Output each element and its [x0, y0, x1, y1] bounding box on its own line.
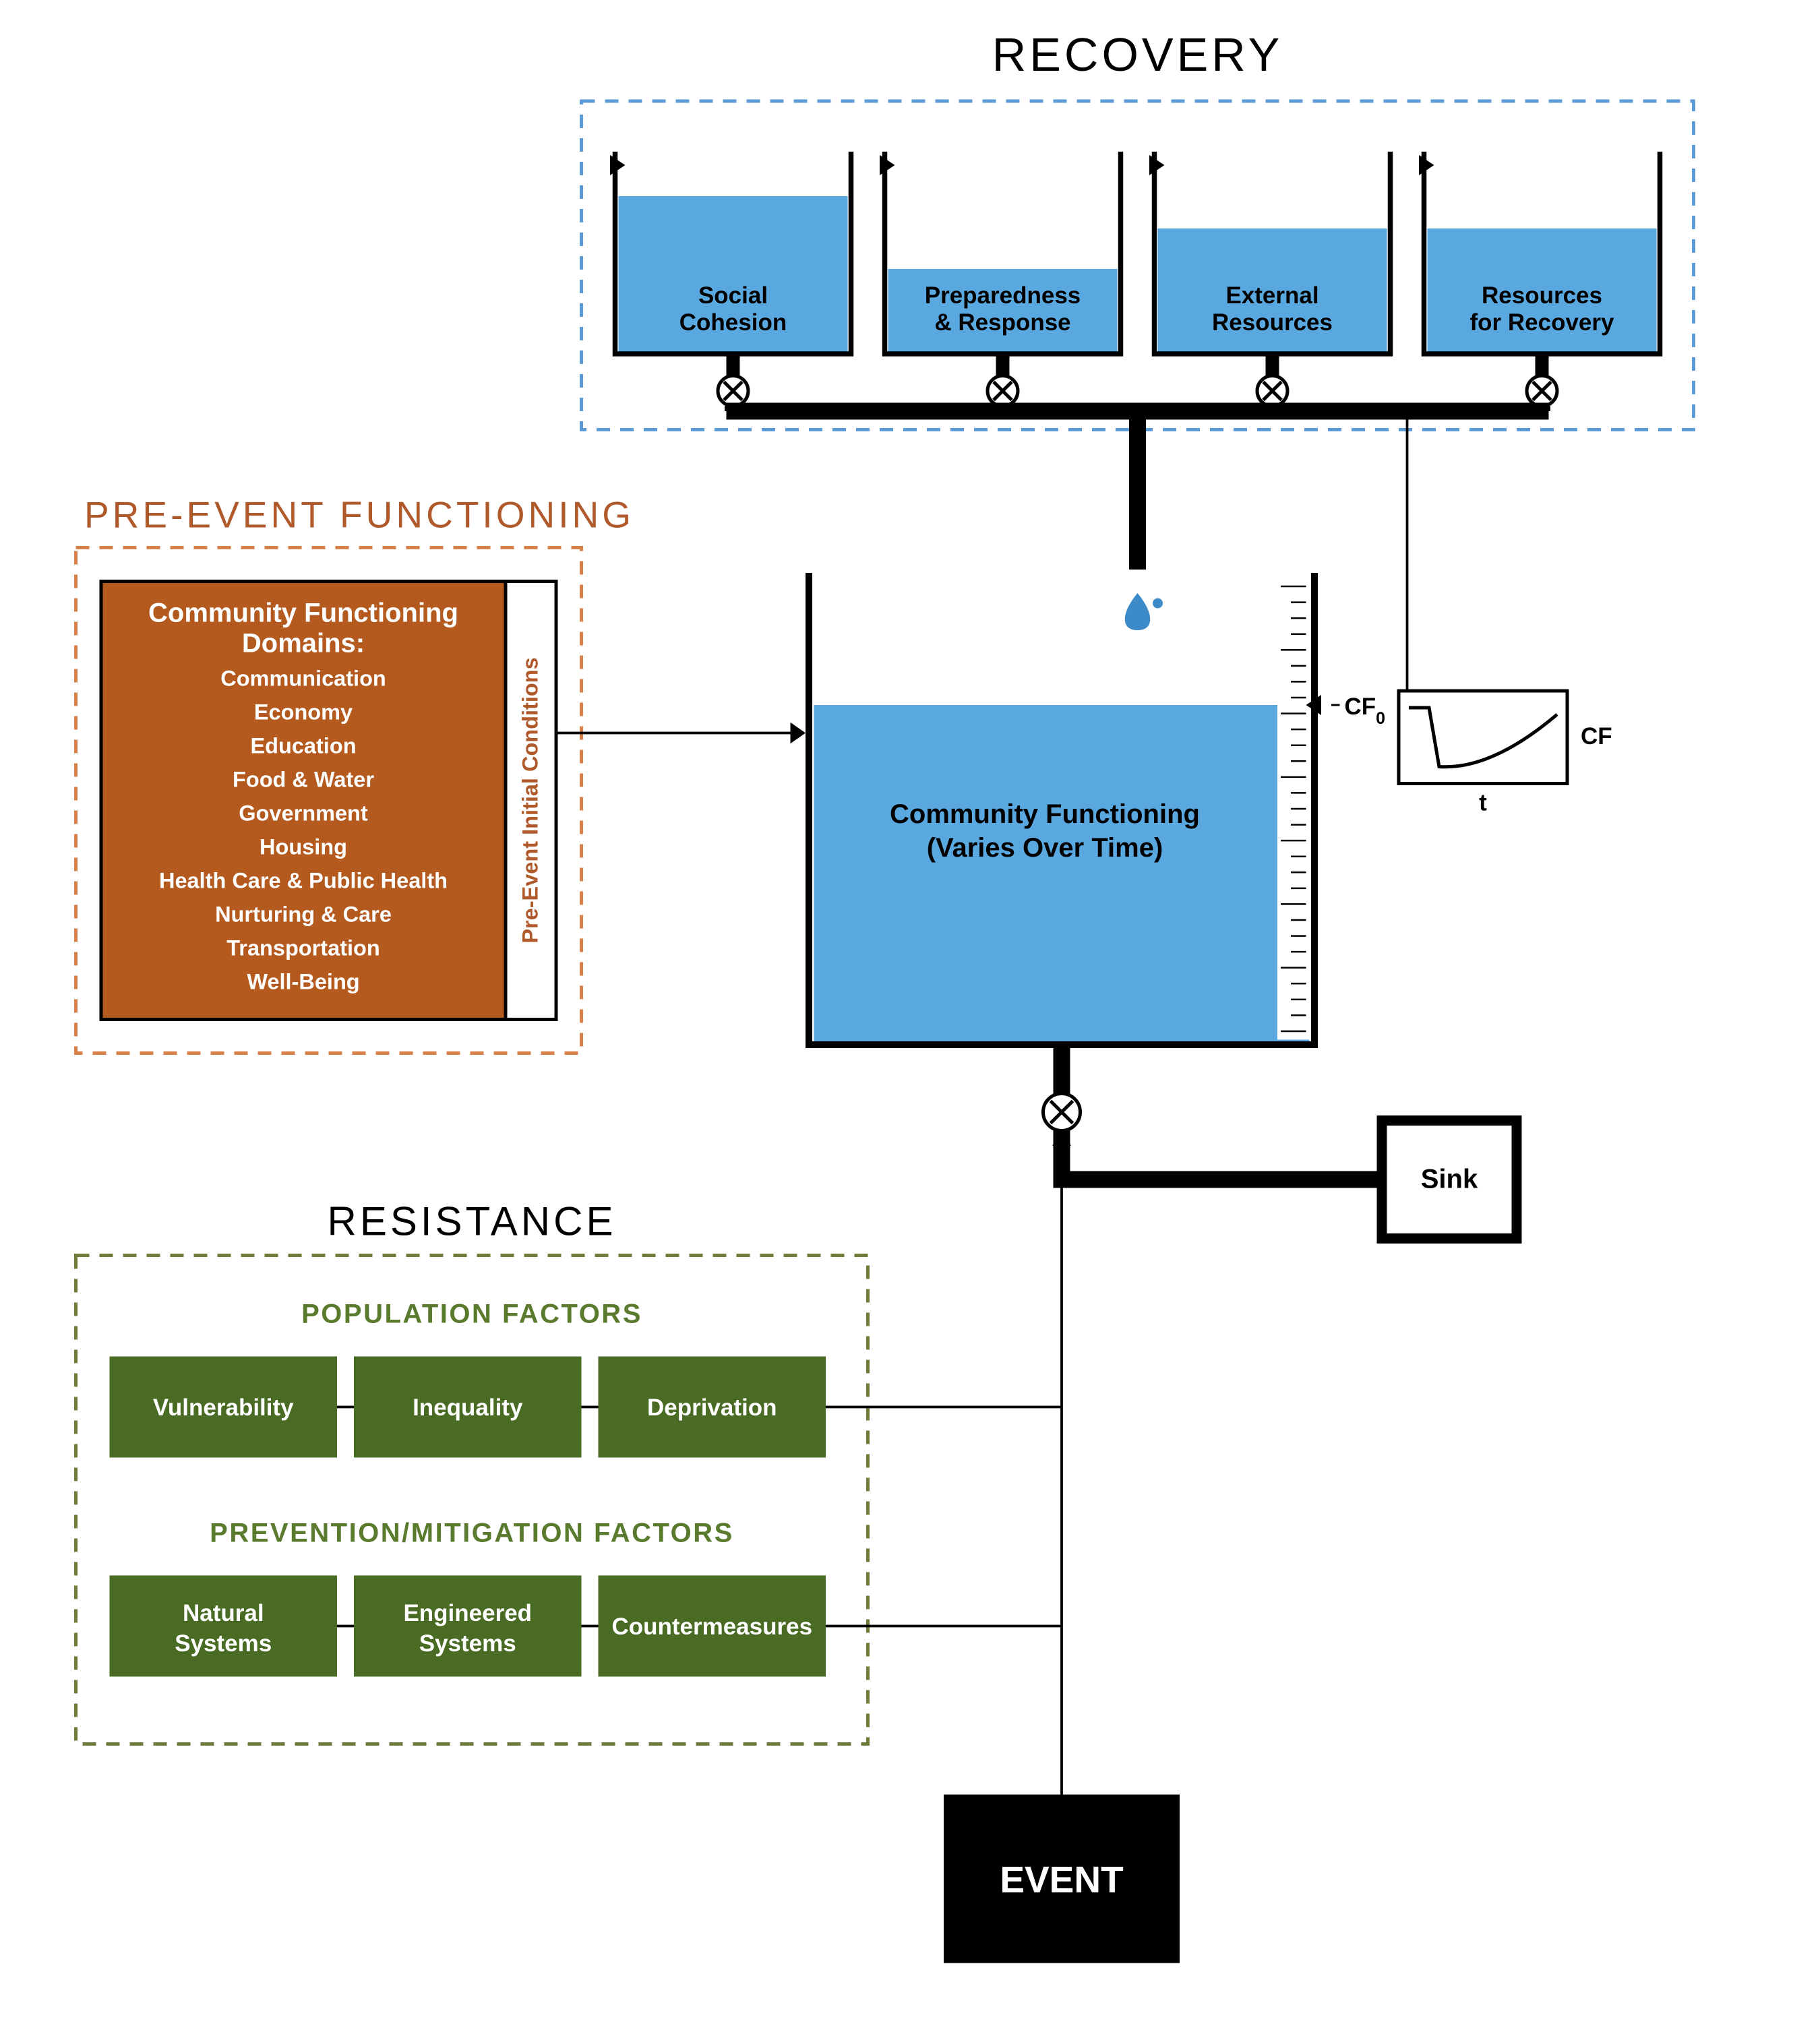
recovery-tank: ExternalResources: [1155, 152, 1391, 381]
svg-text:Sink: Sink: [1421, 1165, 1478, 1194]
main-tank: Community Functioning (Varies Over Time): [809, 573, 1314, 1045]
svg-text:Communication: Communication: [220, 667, 386, 691]
recovery-tank: Preparedness& Response: [885, 152, 1121, 381]
svg-text:POPULATION FACTORS: POPULATION FACTORS: [301, 1299, 642, 1329]
svg-text:EVENT: EVENT: [1000, 1859, 1123, 1901]
recovery-tank: Resourcesfor Recovery: [1424, 152, 1660, 381]
svg-text:& Response: & Response: [934, 309, 1070, 336]
recovery-tank: SocialCohesion: [615, 152, 851, 381]
svg-text:Transportation: Transportation: [226, 936, 380, 960]
svg-text:Systems: Systems: [175, 1630, 272, 1657]
svg-text:Well-Being: Well-Being: [247, 970, 359, 994]
svg-text:Resources: Resources: [1212, 309, 1333, 336]
svg-text:Social: Social: [698, 282, 768, 309]
svg-text:Education: Education: [250, 734, 356, 758]
svg-text:PREVENTION/MITIGATION FACTORS: PREVENTION/MITIGATION FACTORS: [210, 1519, 734, 1548]
svg-text:Cohesion: Cohesion: [679, 309, 787, 336]
community-functioning-diagram: RECOVERYSocialCohesionPreparedness& Resp…: [0, 0, 1820, 2022]
svg-text:Housing: Housing: [260, 835, 347, 859]
svg-text:Nurturing & Care: Nurturing & Care: [215, 902, 392, 927]
svg-text:Domains:: Domains:: [242, 629, 365, 658]
svg-text:External: External: [1225, 282, 1318, 309]
svg-text:Countermeasures: Countermeasures: [611, 1614, 812, 1640]
svg-text:Vulnerability: Vulnerability: [153, 1395, 294, 1421]
resistance-title: RESISTANCE: [328, 1199, 617, 1244]
svg-text:Health Care & Public Health: Health Care & Public Health: [159, 869, 448, 893]
pre-event-side-label: Pre-Event Initial Conditions: [518, 657, 543, 943]
cf0-label: CF0: [1344, 694, 1385, 728]
svg-text:Natural: Natural: [183, 1600, 264, 1626]
droplet-icon: [1125, 593, 1151, 630]
svg-text:Community Functioning: Community Functioning: [890, 799, 1200, 829]
svg-text:Deprivation: Deprivation: [647, 1395, 777, 1421]
svg-text:Systems: Systems: [419, 1630, 516, 1657]
svg-text:t: t: [1479, 790, 1487, 816]
svg-text:Food & Water: Food & Water: [233, 768, 374, 792]
pre-event-title: PRE-EVENT FUNCTIONING: [84, 494, 634, 536]
svg-text:CF: CF: [1581, 723, 1612, 749]
recovery-title: RECOVERY: [992, 28, 1283, 81]
svg-text:Preparedness: Preparedness: [925, 282, 1081, 309]
svg-text:Community Functioning: Community Functioning: [148, 599, 458, 628]
cf-graph: CF0 CF t: [1344, 691, 1612, 816]
svg-text:(Varies Over Time): (Varies Over Time): [927, 833, 1163, 863]
svg-text:Government: Government: [239, 801, 368, 826]
svg-text:Economy: Economy: [254, 700, 353, 725]
svg-text:Engineered: Engineered: [403, 1600, 532, 1626]
svg-text:for Recovery: for Recovery: [1470, 309, 1615, 336]
svg-text:Inequality: Inequality: [413, 1395, 523, 1421]
svg-text:Resources: Resources: [1482, 282, 1602, 309]
